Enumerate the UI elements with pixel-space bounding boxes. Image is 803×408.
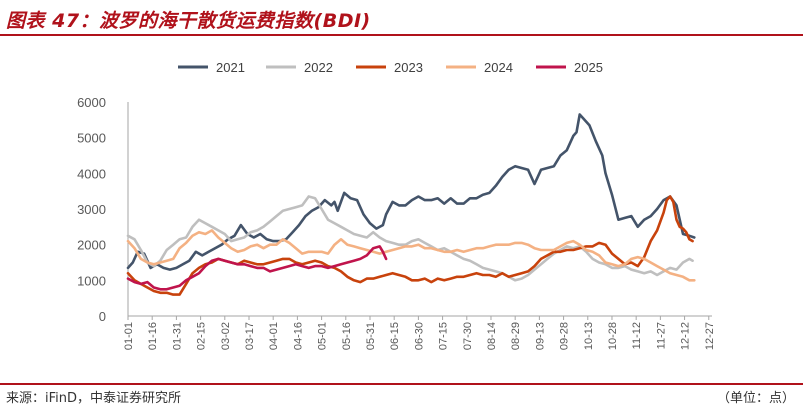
x-tick-label: 03-17 [244, 322, 256, 350]
y-tick-label: 3000 [77, 202, 106, 217]
x-tick-label: 04-16 [292, 322, 304, 350]
y-tick-label: 4000 [77, 166, 106, 181]
x-tick-label: 09-28 [559, 322, 571, 350]
figure-title: 图表 47：波罗的海干散货运费指数(BDI) [6, 10, 371, 32]
x-tick-label: 12-27 [704, 322, 716, 350]
x-tick-label: 04-01 [268, 322, 280, 350]
x-tick-label: 05-01 [317, 322, 329, 350]
x-tick-label: 11-27 [655, 322, 667, 349]
y-tick-label: 2000 [77, 238, 106, 253]
x-tick-label: 02-15 [196, 322, 208, 350]
legend-label-2024: 2024 [484, 60, 513, 75]
series-line-2024 [126, 229, 696, 282]
footer-rule [0, 383, 803, 385]
x-tick-label: 09-13 [534, 322, 546, 350]
series-line-2022 [126, 195, 694, 282]
y-axis: 0 1000 2000 3000 4000 5000 6000 [77, 95, 129, 324]
series-line-2025 [126, 245, 388, 291]
chart-legend: 2021 2022 2023 2024 2025 [178, 60, 603, 75]
x-tick-label: 01-31 [171, 322, 183, 350]
legend-label-2022: 2022 [304, 60, 333, 75]
x-tick-label: 06-15 [389, 322, 401, 350]
y-tick-label: 5000 [77, 131, 106, 146]
bdi-line-chart: 2021 2022 2023 2024 2025 0 1000 2000 3000 4000 50… [77, 60, 716, 350]
source-note: 来源：iFinD，中泰证券研究所 [6, 391, 182, 406]
x-tick-label: 01-01 [123, 322, 135, 350]
y-tick-label: 0 [99, 309, 106, 324]
legend-label-2023: 2023 [394, 60, 423, 75]
unit-note: （单位：点） [716, 391, 795, 406]
x-tick-label: 05-31 [365, 322, 377, 350]
x-tick-label: 10-13 [583, 322, 595, 350]
x-tick-label: 07-15 [438, 322, 450, 350]
x-tick-label: 06-30 [413, 322, 425, 350]
title-rule [0, 34, 803, 36]
x-tick-label: 01-16 [147, 322, 159, 350]
x-tick-label: 10-28 [607, 322, 619, 350]
plot-area [126, 113, 696, 296]
y-tick-label: 1000 [77, 273, 106, 288]
x-tick-label: 08-14 [486, 322, 498, 350]
x-tick-label: 07-30 [462, 322, 474, 350]
legend-label-2025: 2025 [574, 60, 603, 75]
y-tick-label: 6000 [77, 95, 106, 110]
x-tick-label: 05-16 [341, 322, 353, 350]
x-axis: 01-01 01-16 01-31 02-15 03-02 03-17 04-01 04-16… [123, 315, 716, 350]
x-tick-label: 11-12 [631, 322, 643, 349]
x-tick-label: 03-02 [220, 322, 232, 350]
legend-label-2021: 2021 [216, 60, 245, 75]
x-tick-label: 12-12 [680, 322, 692, 350]
x-tick-label: 08-29 [510, 322, 522, 350]
